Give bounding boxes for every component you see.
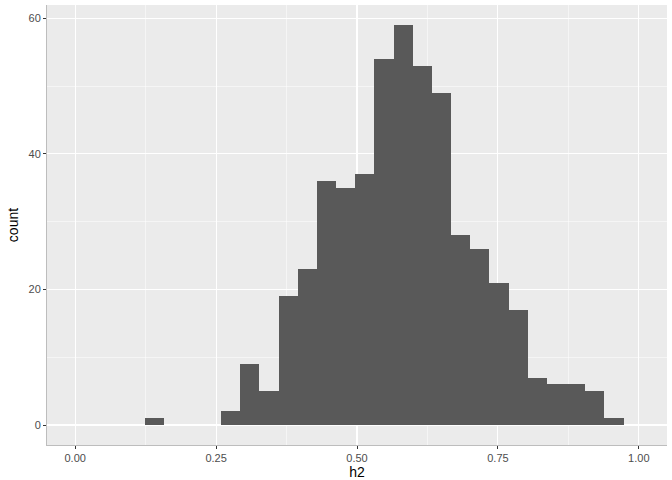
svg-text:0: 0 [35,419,41,431]
svg-text:0.50: 0.50 [346,452,367,464]
svg-text:0.00: 0.00 [64,452,85,464]
svg-text:1.00: 1.00 [628,452,649,464]
svg-text:40: 40 [29,148,41,160]
svg-text:count: count [5,208,21,242]
svg-text:20: 20 [29,283,41,295]
svg-text:60: 60 [29,12,41,24]
svg-text:0.75: 0.75 [487,452,508,464]
svg-text:0.25: 0.25 [205,452,226,464]
svg-text:h2: h2 [349,464,365,480]
